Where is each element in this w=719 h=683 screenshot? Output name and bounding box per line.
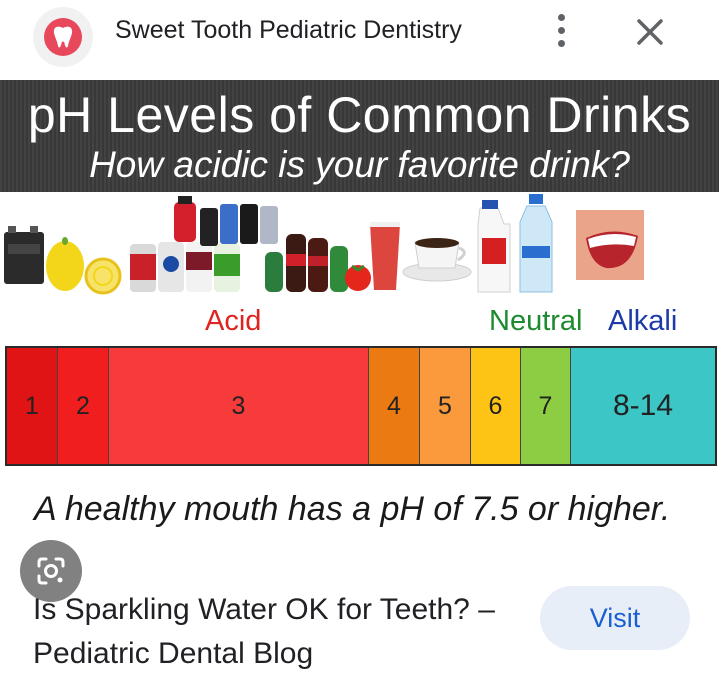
visit-button[interactable]: Visit [540,586,690,650]
result-title[interactable]: Is Sparkling Water OK for Teeth? – Pedia… [33,593,495,670]
infographic-subtitle: How acidic is your favorite drink? [89,144,630,185]
site-logo[interactable] [33,7,93,67]
result-header: Sweet Tooth Pediatric Dentistry [0,0,719,78]
ph-segment-label: 6 [488,391,503,420]
coffee-cup-illustration [402,238,472,282]
site-name[interactable]: Sweet Tooth Pediatric Dentistry [115,16,462,44]
energy-drinks-illustration [174,196,278,246]
ph-scale: 1 2 3 4 5 6 7 8-14 [5,346,717,466]
smile-illustration [576,210,644,280]
ph-segment-label: 3 [231,391,246,420]
ph-segment-label: 2 [76,391,90,420]
ph-segment-4: 4 [369,348,420,464]
ph-segment-8-14: 8-14 [571,348,715,464]
more-vert-icon[interactable] [545,10,577,50]
close-icon[interactable] [630,12,670,52]
result-image[interactable]: pH Levels of Common Drinks How acidic is… [0,80,719,602]
milk-jug-illustration [477,200,511,293]
infographic-banner: pH Levels of Common Drinks How acidic is… [0,80,719,192]
tooth-icon [44,18,82,56]
tomato-juice-illustration [345,222,400,291]
ph-segment-2: 2 [58,348,109,464]
ph-segment-6: 6 [471,348,521,464]
ph-segment-label: 1 [25,391,39,420]
neutral-label: Neutral [489,305,583,337]
ph-segment-label: 4 [387,391,401,420]
ph-segment-label: 5 [438,391,452,420]
battery-illustration [4,226,44,284]
alkali-label: Alkali [608,305,678,337]
ph-segment-1: 1 [7,348,58,464]
healthy-mouth-text: A healthy mouth has a pH of 7.5 or highe… [34,490,671,528]
ph-segment-label: 8-14 [612,389,674,422]
soda-cans-illustration [130,242,240,292]
ph-segment-7: 7 [521,348,571,464]
infographic-title: pH Levels of Common Drinks [27,87,692,143]
soda-bottles-illustration [265,234,348,292]
drink-illustrations [4,194,644,295]
acid-label: Acid [205,305,262,337]
google-lens-icon[interactable] [20,540,82,602]
ph-segment-3: 3 [109,348,369,464]
lemon-illustration [46,237,122,295]
ph-segment-5: 5 [420,348,471,464]
water-bottle-illustration [519,194,553,293]
ph-segment-label: 7 [538,391,553,420]
